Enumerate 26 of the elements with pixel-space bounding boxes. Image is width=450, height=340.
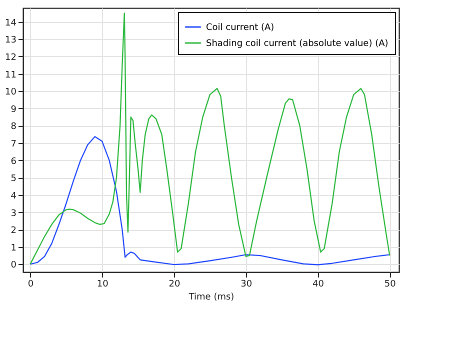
x-tick-label: 10 [96,280,109,290]
x-tick-label: 30 [240,280,252,290]
x-tick-label: 0 [28,280,34,290]
y-tick-label: 4 [10,191,17,202]
y-tick-label: 7 [10,140,16,150]
x-tick-label: 20 [168,280,180,290]
y-tick-label: 14 [5,18,17,28]
y-tick-label: 8 [10,122,17,132]
y-tick-label: 1 [10,243,16,254]
y-tick-label: 2 [10,226,16,236]
y-tick-label: 13 [5,36,16,46]
x-tick-label: 50 [384,280,396,290]
line-series [30,12,390,265]
y-tick-label: 0 [10,260,17,271]
y-tick-label: 12 [5,52,16,63]
y-tick-label: 10 [5,88,17,98]
line-series [30,136,390,266]
y-tick-label: 9 [10,104,17,115]
legend-label: Shading coil current (absolute value) (A) [206,39,388,49]
y-tick-label: 3 [10,208,16,219]
x-axis-title: Time (ms) [188,292,234,302]
y-tick-label: 11 [5,70,16,80]
legend-label: Coil current (A) [206,23,274,33]
y-tick-label: 6 [10,156,17,167]
x-tick-label: 40 [312,280,324,290]
y-tick-label: 5 [10,174,16,184]
